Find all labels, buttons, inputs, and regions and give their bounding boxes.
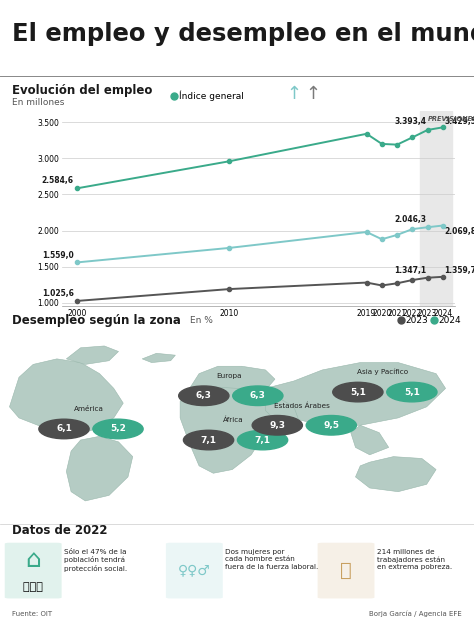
Polygon shape [351, 425, 389, 455]
Text: Europa: Europa [216, 373, 242, 379]
Polygon shape [9, 359, 123, 436]
Polygon shape [66, 346, 118, 365]
Text: 9,3: 9,3 [269, 421, 285, 430]
FancyBboxPatch shape [5, 543, 62, 599]
Circle shape [233, 386, 283, 405]
Text: 6,3: 6,3 [250, 391, 266, 400]
Text: 3.429,5: 3.429,5 [444, 117, 474, 126]
Polygon shape [142, 353, 175, 363]
Text: ♀♀♂: ♀♀♂ [178, 563, 211, 577]
Text: 6,1: 6,1 [56, 425, 72, 433]
Circle shape [333, 383, 383, 402]
Circle shape [237, 430, 288, 450]
Text: 7,1: 7,1 [255, 436, 271, 444]
Legend: Índice general: Índice general [169, 87, 248, 105]
Text: ⌂: ⌂ [25, 548, 41, 573]
Circle shape [387, 383, 437, 402]
Text: Asia y Pacífico: Asia y Pacífico [357, 369, 409, 376]
Bar [420, 111, 452, 306]
Text: 2.046,3: 2.046,3 [394, 215, 426, 224]
Text: Evolución del empleo: Evolución del empleo [12, 84, 152, 97]
Legend: 2023, 2024: 2023, 2024 [396, 312, 465, 329]
Text: Datos de 2022: Datos de 2022 [12, 524, 107, 537]
Text: En millones: En millones [12, 98, 64, 106]
Circle shape [252, 415, 302, 435]
Circle shape [179, 386, 229, 405]
Text: 3.393,4: 3.393,4 [394, 118, 426, 126]
Text: Desempleo según la zona: Desempleo según la zona [12, 314, 181, 327]
Polygon shape [265, 388, 318, 420]
Polygon shape [66, 436, 133, 501]
Text: El empleo y desempleo en el mundo: El empleo y desempleo en el mundo [12, 22, 474, 46]
Text: En %: En % [190, 316, 212, 325]
Circle shape [93, 419, 143, 439]
Text: 👨‍👩‍👧: 👨‍👩‍👧 [23, 582, 43, 592]
Text: 2.069,8: 2.069,8 [444, 227, 474, 236]
Text: 7,1: 7,1 [201, 436, 217, 444]
Text: 214 millones de
trabajadores están
en extrema pobreza.: 214 millones de trabajadores están en ex… [377, 548, 452, 570]
Text: África: África [223, 417, 244, 423]
Text: 5,2: 5,2 [110, 425, 126, 433]
Text: 1.359,7: 1.359,7 [444, 266, 474, 275]
Polygon shape [180, 386, 270, 474]
Text: 5,1: 5,1 [404, 387, 420, 397]
Text: 1.347,1: 1.347,1 [394, 266, 426, 275]
Text: ↑: ↑ [286, 85, 301, 103]
Polygon shape [265, 363, 446, 425]
Text: ⛑: ⛑ [340, 561, 352, 579]
Text: ↑: ↑ [305, 85, 320, 103]
Text: PREVISIONES: PREVISIONES [428, 116, 474, 122]
Text: Fuente: OIT: Fuente: OIT [12, 611, 52, 617]
Text: 2.584,6: 2.584,6 [42, 176, 74, 184]
Text: 1.559,0: 1.559,0 [42, 251, 74, 259]
Text: 1.025,6: 1.025,6 [42, 290, 74, 298]
Polygon shape [356, 457, 436, 491]
Text: Estados Árabes: Estados Árabes [274, 402, 330, 409]
Circle shape [306, 415, 356, 435]
FancyBboxPatch shape [166, 543, 223, 599]
Text: Sólo el 47% de la
población tendrá
protección social.: Sólo el 47% de la población tendrá prote… [64, 548, 127, 572]
Text: Dos mujeres por
cada hombre están
fuera de la fuerza laboral.: Dos mujeres por cada hombre están fuera … [225, 548, 319, 569]
Text: 6,3: 6,3 [196, 391, 212, 400]
Polygon shape [190, 366, 275, 396]
Text: Borja García / Agencia EFE: Borja García / Agencia EFE [369, 610, 462, 617]
Circle shape [39, 419, 89, 439]
Text: América: América [74, 406, 104, 412]
Text: 5,1: 5,1 [350, 387, 366, 397]
Text: 9,5: 9,5 [323, 421, 339, 430]
Circle shape [183, 430, 234, 450]
FancyBboxPatch shape [318, 543, 374, 599]
